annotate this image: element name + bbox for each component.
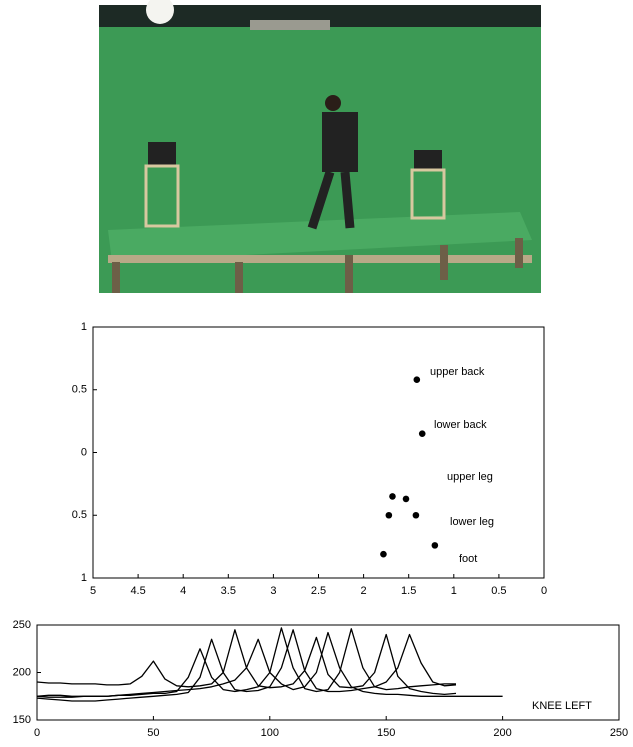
x-tick-label: 4.5: [130, 585, 145, 597]
annotation: upper leg: [447, 471, 493, 483]
point: [389, 493, 396, 500]
point: [432, 542, 439, 549]
x-tick-label: 1: [451, 585, 457, 597]
y-tick-label: 0: [81, 446, 87, 458]
y-tick-label: 1: [81, 572, 87, 584]
x-tick-label: 50: [147, 727, 159, 739]
x-tick-label: 150: [377, 727, 395, 739]
plot-frame: [93, 327, 544, 578]
x-tick-label: 0.5: [491, 585, 506, 597]
y-tick-label: 250: [13, 619, 31, 631]
point: [413, 512, 420, 519]
x-tick-label: 1.5: [401, 585, 416, 597]
annotation: lower leg: [450, 516, 494, 528]
annotation: lower back: [434, 419, 487, 431]
annotation: KNEE LEFT: [532, 700, 592, 712]
y-tick-label: 1: [81, 321, 87, 333]
photo: [99, 0, 541, 293]
x-tick-label: 200: [493, 727, 511, 739]
x-tick-label: 2: [361, 585, 367, 597]
y-tick-label: 0.5: [72, 509, 87, 521]
x-tick-label: 250: [610, 727, 628, 739]
x-tick-label: 2.5: [311, 585, 326, 597]
line: [37, 628, 456, 696]
point: [386, 512, 393, 519]
point: [419, 430, 426, 437]
x-tick-label: 0: [34, 727, 40, 739]
annotation: upper back: [430, 366, 485, 378]
y-tick-label: 200: [13, 666, 31, 678]
line: [37, 630, 456, 695]
x-tick-label: 100: [261, 727, 279, 739]
annotation: foot: [459, 553, 477, 565]
x-tick-label: 3.5: [221, 585, 236, 597]
y-tick-label: 0.5: [72, 384, 87, 396]
x-tick-label: 3: [270, 585, 276, 597]
y-tick-label: 150: [13, 714, 31, 726]
figure: 5 4.5 4 3.5 3 2.5 2 1.5 1 0.5 0 1 0.5 0 0.5 1 upper back…: [0, 0, 633, 742]
x-tick-label: 4: [180, 585, 186, 597]
point: [403, 496, 410, 503]
point: [380, 551, 387, 558]
x-tick-label: 5: [90, 585, 96, 597]
line: [37, 630, 456, 701]
point: [414, 376, 421, 383]
x-tick-label: 0: [541, 585, 547, 597]
